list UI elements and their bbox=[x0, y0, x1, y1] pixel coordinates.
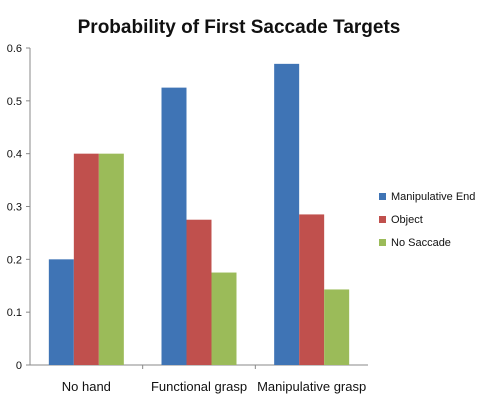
legend-swatch bbox=[379, 193, 386, 200]
bar bbox=[186, 219, 212, 365]
y-tick-label: 0 bbox=[16, 360, 22, 372]
legend: Manipulative End Object No Saccade bbox=[379, 191, 475, 249]
bars bbox=[48, 63, 350, 365]
bar bbox=[211, 272, 237, 365]
y-tick-label: 0.1 bbox=[7, 307, 22, 319]
legend-label: Object bbox=[391, 214, 423, 226]
y-tick-label: 0.6 bbox=[7, 43, 22, 55]
x-category-label: No hand bbox=[62, 379, 111, 394]
y-tick-label: 0.2 bbox=[7, 254, 22, 266]
y-tick-label: 0.4 bbox=[7, 149, 22, 161]
bar bbox=[324, 289, 350, 365]
bar bbox=[98, 153, 124, 365]
bar bbox=[299, 214, 325, 365]
bar bbox=[73, 153, 99, 365]
legend-swatch bbox=[379, 216, 386, 223]
y-tick-label: 0.3 bbox=[7, 202, 22, 214]
y-tick-label: 0.5 bbox=[7, 96, 22, 108]
bar bbox=[274, 63, 300, 365]
axes: 0 0.1 0.2 0.3 0.4 0.5 0.6 No hand Functional gra… bbox=[7, 43, 368, 394]
legend-label: Manipulative End bbox=[391, 191, 475, 203]
legend-label: No Saccade bbox=[391, 237, 451, 249]
x-category-label: Functional grasp bbox=[151, 379, 247, 394]
legend-swatch bbox=[379, 239, 386, 246]
x-category-label: Manipulative grasp bbox=[257, 379, 366, 394]
bar bbox=[48, 259, 74, 365]
chart-title: Probability of First Saccade Targets bbox=[78, 17, 401, 38]
bar bbox=[161, 87, 187, 365]
